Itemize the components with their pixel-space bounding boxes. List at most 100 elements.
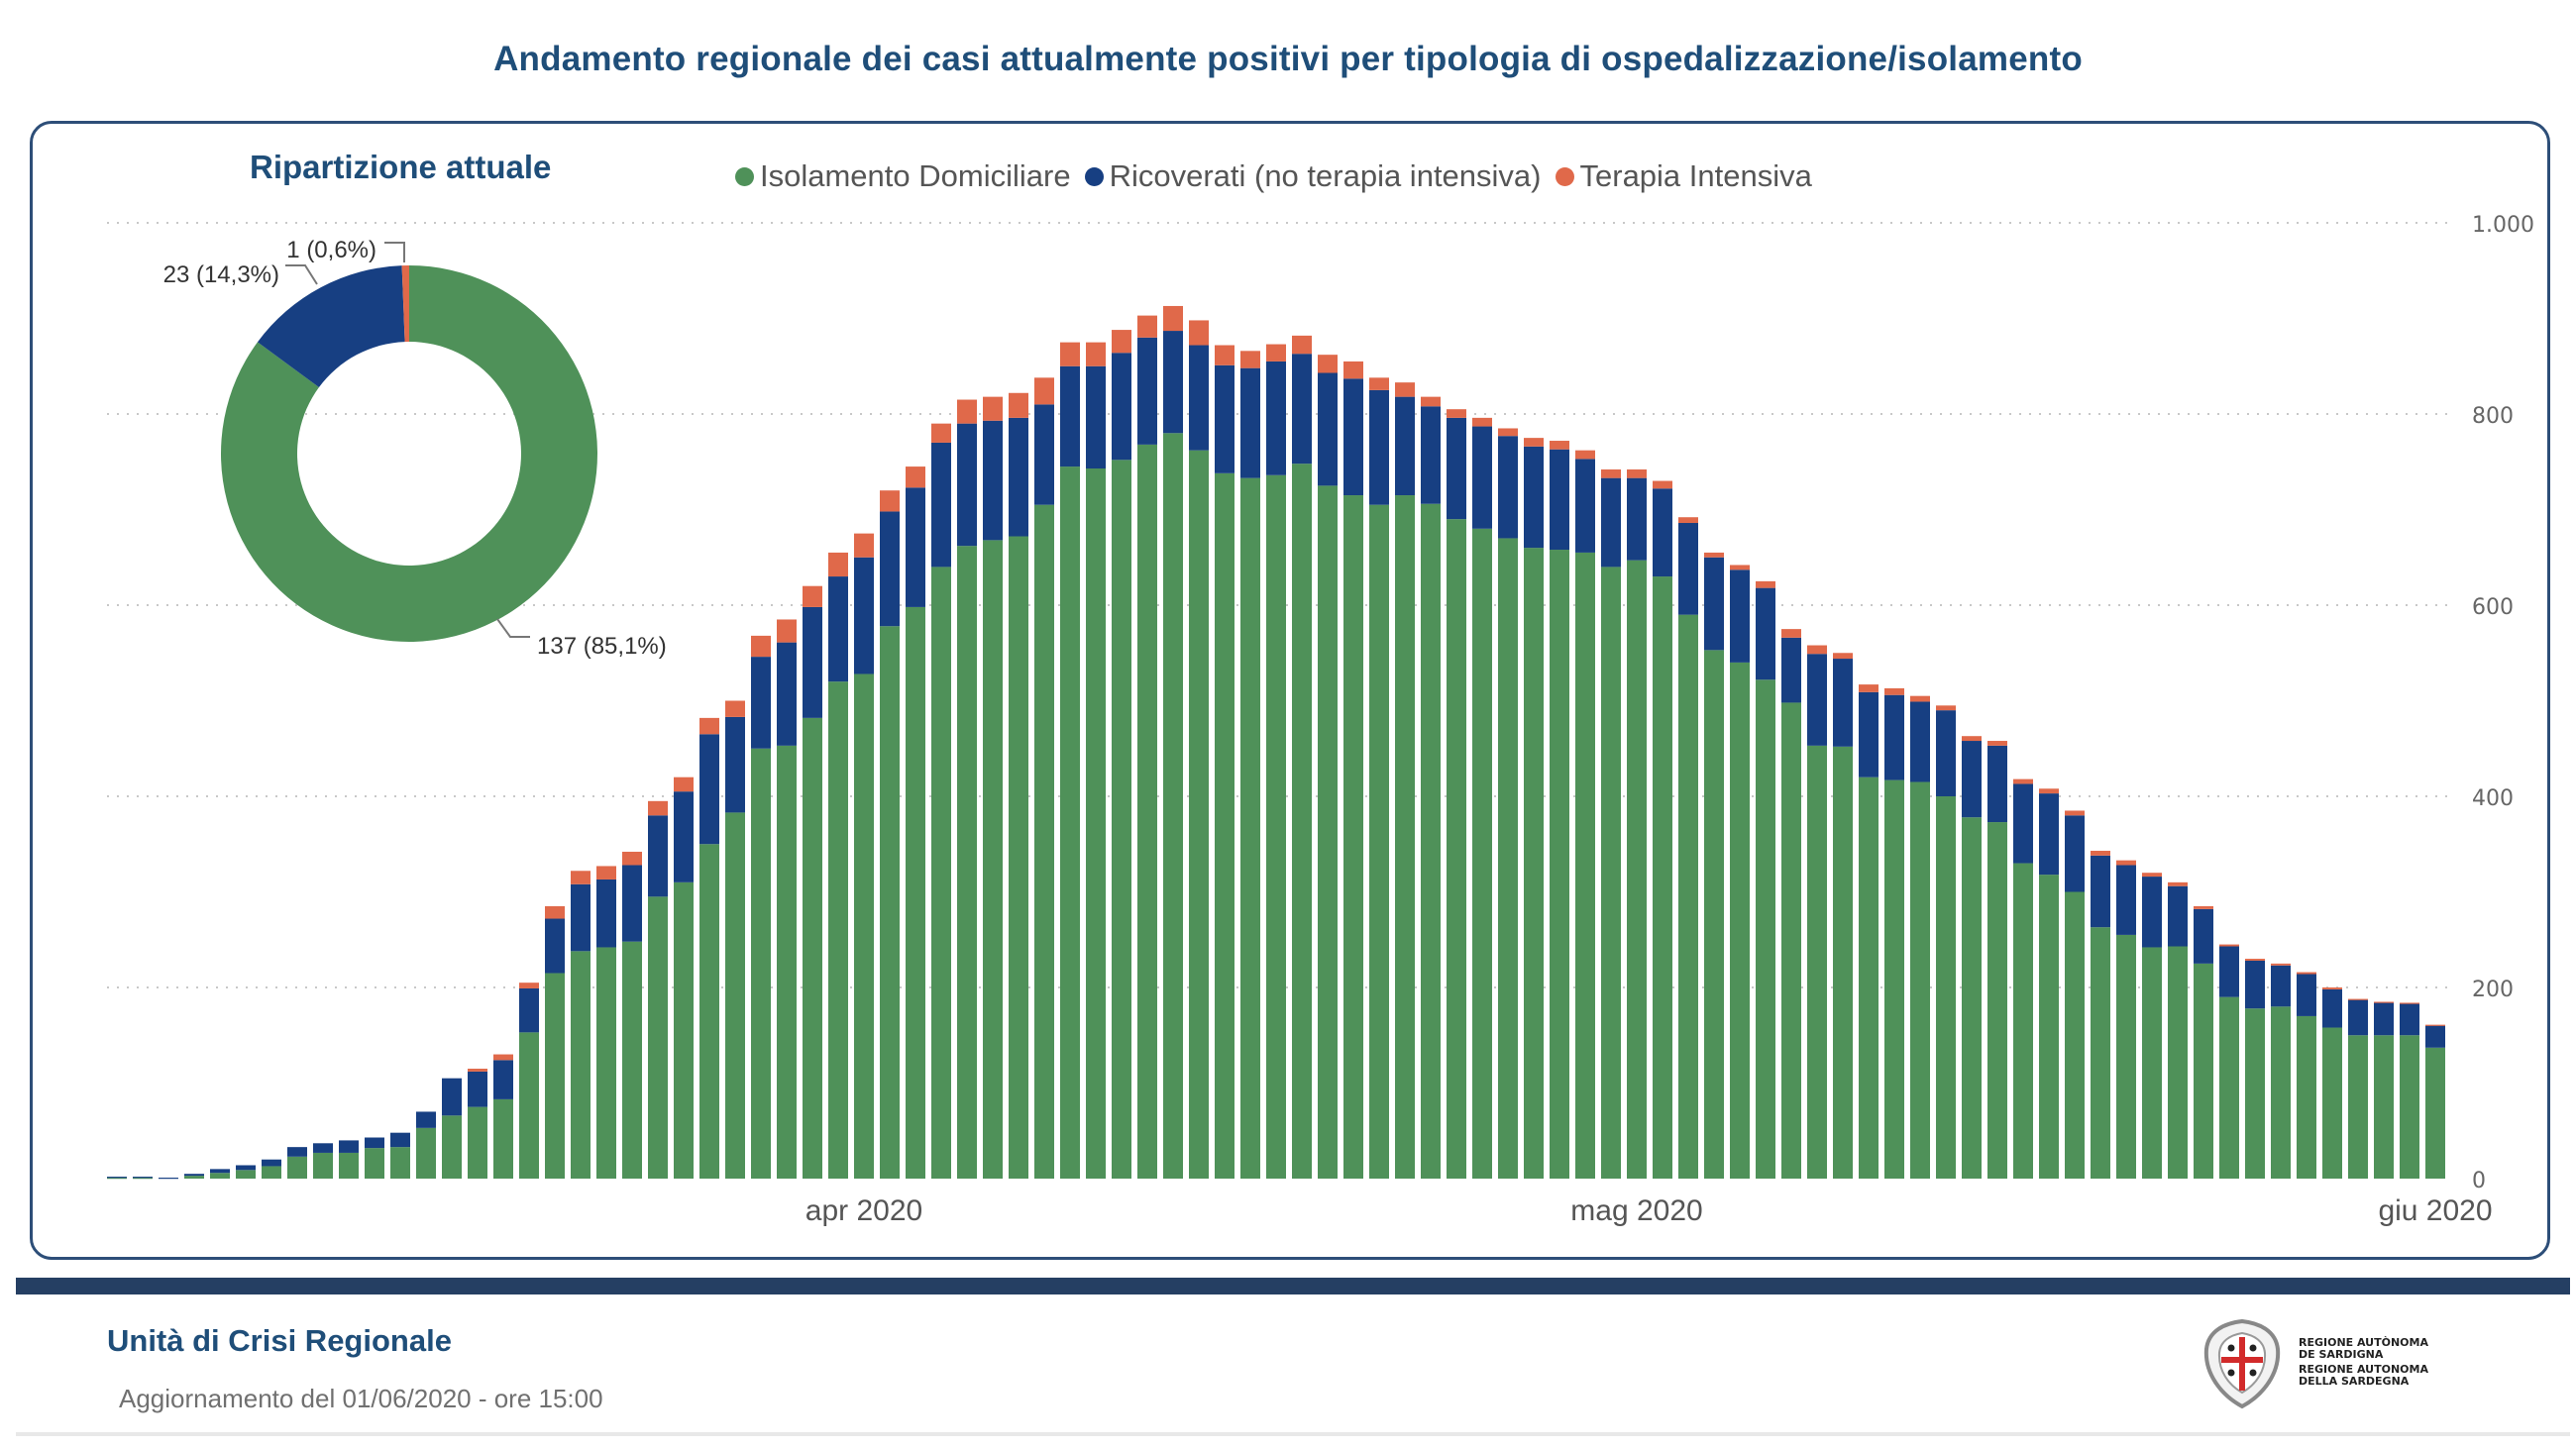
page-title: Andamento regionale dei casi attualmente… [493, 40, 2083, 78]
update-timestamp: Aggiornamento del 01/06/2020 - ore 15:00 [119, 1384, 603, 1413]
bar-segment-ricoverati [1807, 654, 1827, 746]
bar-segment-terapia [1034, 377, 1054, 405]
bar-segment-ricoverati [1034, 404, 1054, 505]
bar-segment-terapia [854, 533, 874, 558]
donut-slice-ricoverati [257, 265, 405, 388]
bar-segment-isolamento [442, 1115, 462, 1179]
bar-segment-isolamento [1137, 444, 1157, 1179]
bar-segment-isolamento [1369, 504, 1389, 1179]
bar-segment-isolamento [2142, 947, 2162, 1179]
bar-segment-ricoverati [803, 606, 822, 718]
bar-segment-terapia [2322, 987, 2342, 989]
bar-segment-isolamento [1318, 485, 1338, 1179]
bar-segment-isolamento [1292, 464, 1312, 1179]
bar-segment-ricoverati [2297, 974, 2316, 1016]
bar-segment-isolamento [2425, 1047, 2445, 1179]
bar-segment-terapia [1215, 345, 1234, 365]
bar-segment-terapia [1163, 305, 1183, 332]
x-tick-label: mag 2020 [1570, 1194, 1702, 1227]
bar-segment-ricoverati [2322, 988, 2342, 1028]
bar-segment-terapia [1369, 377, 1389, 390]
bar-segment-ricoverati [1653, 488, 1672, 577]
legend-item-ricoverati[interactable]: Ricoverati (no terapia intensiva) [1084, 158, 1542, 194]
bar-segment-isolamento [1987, 822, 2007, 1179]
donut-label-terapia: 1 (0,6%) [286, 237, 376, 263]
bar-segment-terapia [1653, 480, 1672, 489]
bar-segment-terapia [803, 585, 822, 607]
bar-segment-terapia [2091, 851, 2110, 856]
bar-segment-ricoverati [159, 1178, 178, 1180]
bar-segment-isolamento [906, 606, 925, 1179]
bar-segment-isolamento [1240, 477, 1260, 1179]
bar-segment-ricoverati [1524, 446, 1544, 549]
bar-segment-isolamento [1884, 779, 1904, 1179]
bar-segment-isolamento [1936, 796, 1956, 1179]
bar-segment-terapia [622, 851, 642, 866]
bar-segment-isolamento [1215, 472, 1234, 1180]
bar-segment-ricoverati [2425, 1025, 2445, 1048]
donut-slice-isolamento [221, 265, 597, 642]
bar-segment-ricoverati [880, 511, 900, 627]
bar-segment-ricoverati [468, 1071, 487, 1107]
legend-label: Isolamento Domiciliare [760, 158, 1071, 193]
donut-chart: 137 (85,1%) 23 (14,3%) 1 (0,6%) [163, 237, 667, 660]
bar-segment-terapia [2297, 972, 2316, 975]
bar-segment-isolamento [1060, 466, 1080, 1179]
bar-segment-isolamento [2219, 996, 2239, 1179]
bar-segment-ricoverati [725, 716, 745, 813]
logo-line: REGIONE AUTÒNOMA [2299, 1336, 2428, 1349]
bar-segment-terapia [571, 871, 590, 884]
bar-segment-isolamento [184, 1176, 204, 1179]
bar-segment-ricoverati [1086, 365, 1106, 469]
x-tick-label: giu 2020 [2378, 1194, 2492, 1227]
bar-segment-terapia [1060, 342, 1080, 366]
bar-segment-terapia [1266, 344, 1286, 362]
bar-segment-isolamento [1756, 679, 1775, 1179]
bar-segment-ricoverati [2194, 908, 2213, 964]
bar-segment-ricoverati [1369, 389, 1389, 505]
legend-dot-icon [735, 166, 754, 186]
bar-segment-ricoverati [133, 1177, 153, 1179]
bar-segment-ricoverati [2168, 885, 2188, 947]
logo-line: DE SARDIGNA [2299, 1348, 2384, 1361]
bar-segment-isolamento [468, 1106, 487, 1179]
bar-segment-ricoverati [1910, 701, 1930, 782]
bar-segment-isolamento [571, 951, 590, 1179]
bar-segment-isolamento [983, 540, 1003, 1179]
bar-segment-terapia [2271, 963, 2291, 966]
bar-segment-ricoverati [107, 1177, 127, 1179]
bar-segment-terapia [1395, 382, 1415, 397]
bar-segment-isolamento [133, 1178, 153, 1180]
bar-segment-ricoverati [906, 487, 925, 607]
bar-segment-terapia [596, 866, 616, 880]
bar-segment-terapia [1756, 580, 1775, 588]
bar-segment-terapia [1137, 315, 1157, 338]
bar-segment-isolamento [236, 1170, 256, 1179]
bar-segment-isolamento [390, 1147, 410, 1179]
leader-line [285, 264, 318, 285]
bar-segment-ricoverati [493, 1060, 513, 1099]
bar-segment-terapia [1421, 396, 1441, 407]
bar-segment-ricoverati [287, 1147, 307, 1157]
bar-segment-terapia [1704, 552, 1724, 558]
bar-segment-isolamento [1447, 519, 1466, 1179]
bar-segment-ricoverati [1678, 523, 1698, 615]
bar-segment-terapia [648, 800, 668, 816]
bar-segment-ricoverati [1859, 691, 1878, 777]
bar-segment-ricoverati [1781, 637, 1801, 703]
y-tick-label: 600 [2472, 595, 2514, 620]
bar-segment-isolamento [1009, 536, 1028, 1179]
bar-segment-ricoverati [545, 918, 565, 974]
legend-item-terapia[interactable]: Terapia Intensiva [1555, 158, 1812, 194]
bar-segment-ricoverati [2039, 793, 2059, 876]
bar-segment-ricoverati [365, 1137, 384, 1149]
leader-line [496, 618, 530, 638]
bar-segment-ricoverati [2142, 877, 2162, 948]
y-tick-label: 800 [2472, 404, 2514, 429]
bar-segment-ricoverati [1550, 449, 1569, 551]
bar-segment-ricoverati [1962, 741, 1982, 818]
legend-item-isolamento[interactable]: Isolamento Domiciliare [735, 158, 1071, 194]
bar-segment-isolamento [2091, 927, 2110, 1179]
bar-segment-ricoverati [1318, 372, 1338, 486]
bar-segment-isolamento [1704, 650, 1724, 1179]
